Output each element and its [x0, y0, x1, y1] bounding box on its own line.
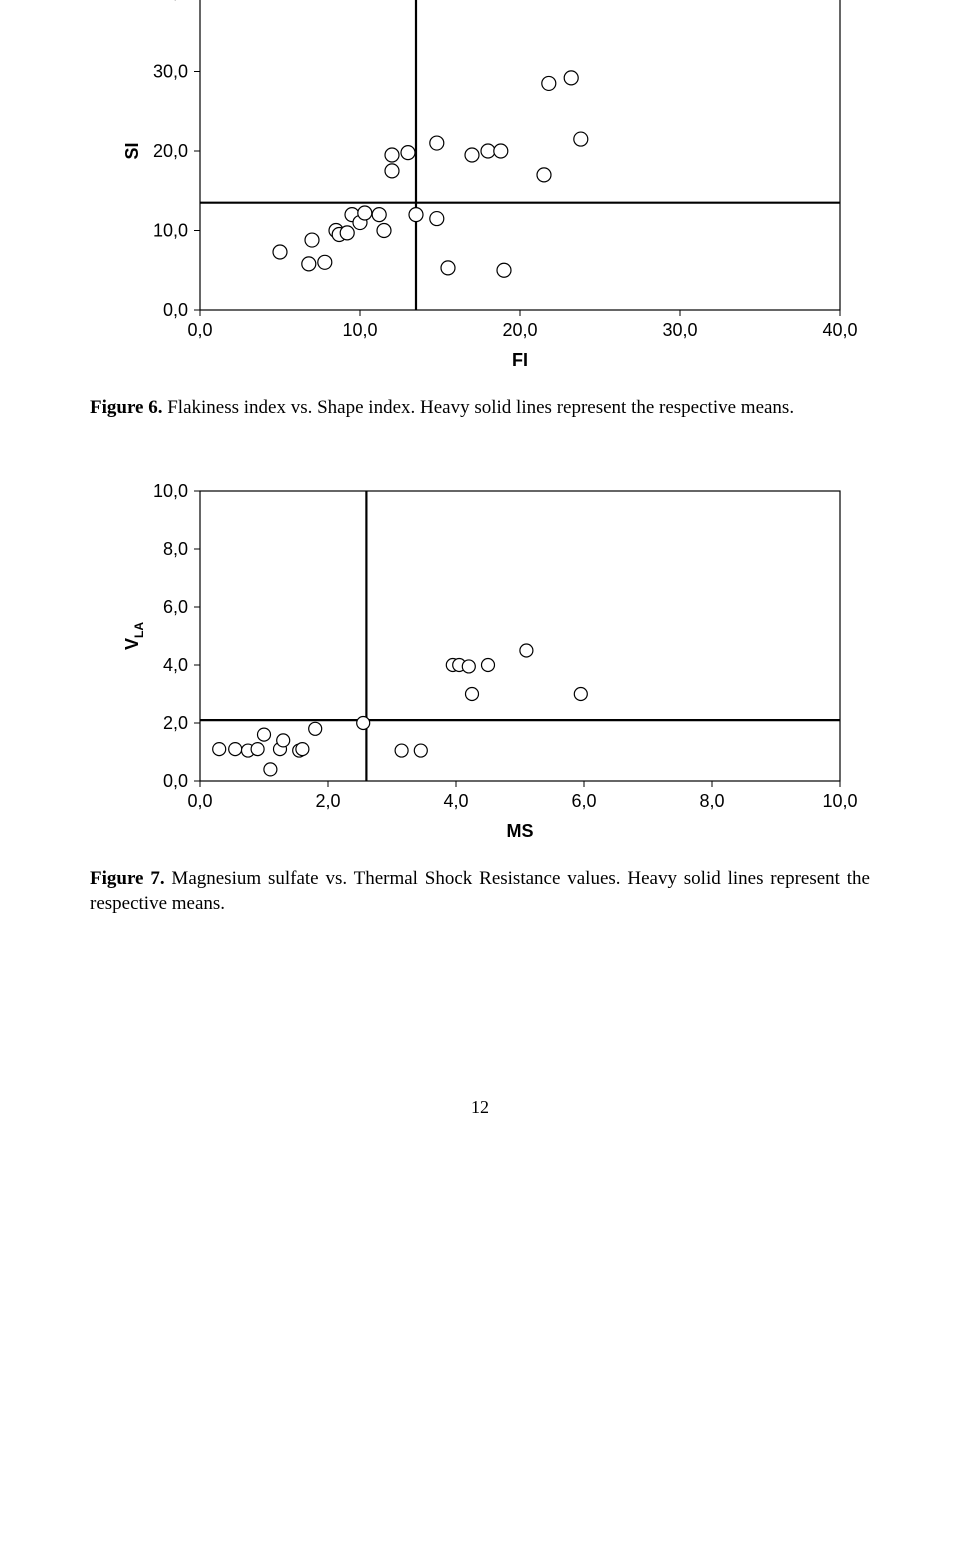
- figure-6-chart: 0,0 10,0 20,0 30,0 40,0 0,0 10,0 20,0 30,0 40,0 FI…: [90, 0, 870, 385]
- svg-text:8,0: 8,0: [163, 539, 188, 559]
- svg-text:20,0: 20,0: [502, 320, 537, 340]
- svg-text:VLA: VLA: [122, 621, 146, 649]
- figure-6-caption: Figure 6. Flakiness index vs. Shape inde…: [90, 395, 870, 421]
- svg-text:2,0: 2,0: [315, 791, 340, 811]
- svg-text:30,0: 30,0: [662, 320, 697, 340]
- svg-text:0,0: 0,0: [163, 771, 188, 791]
- svg-text:FI: FI: [512, 350, 528, 370]
- svg-text:10,0: 10,0: [342, 320, 377, 340]
- svg-text:6,0: 6,0: [163, 597, 188, 617]
- svg-text:0,0: 0,0: [163, 300, 188, 320]
- figure-7-caption: Figure 7. Magnesium sulfate vs. Thermal …: [90, 866, 870, 917]
- figure-6-label: Figure 6.: [90, 397, 162, 418]
- svg-text:10,0: 10,0: [153, 221, 188, 241]
- svg-text:30,0: 30,0: [153, 62, 188, 82]
- svg-text:SI: SI: [122, 142, 142, 159]
- figure-7-chart: 0,0 2,0 4,0 6,0 8,0 10,0 0,0 2,0 4,0 6,0 8,0 10,0 MS…: [90, 471, 870, 856]
- svg-text:0,0: 0,0: [187, 320, 212, 340]
- svg-text:6,0: 6,0: [571, 791, 596, 811]
- svg-text:MS: MS: [507, 821, 534, 841]
- svg-text:40,0: 40,0: [822, 320, 857, 340]
- figure-7-label: Figure 7.: [90, 868, 165, 889]
- svg-text:10,0: 10,0: [822, 791, 857, 811]
- figure-7-text: Magnesium sulfate vs. Thermal Shock Resi…: [90, 868, 870, 915]
- figure-6-text: Flakiness index vs. Shape index. Heavy s…: [162, 397, 794, 418]
- svg-text:40,0: 40,0: [153, 0, 188, 2]
- svg-text:4,0: 4,0: [443, 791, 468, 811]
- svg-text:20,0: 20,0: [153, 141, 188, 161]
- svg-text:8,0: 8,0: [699, 791, 724, 811]
- svg-text:4,0: 4,0: [163, 655, 188, 675]
- svg-text:2,0: 2,0: [163, 713, 188, 733]
- page-number: 12: [90, 1097, 870, 1118]
- svg-text:0,0: 0,0: [187, 791, 212, 811]
- svg-text:10,0: 10,0: [153, 481, 188, 501]
